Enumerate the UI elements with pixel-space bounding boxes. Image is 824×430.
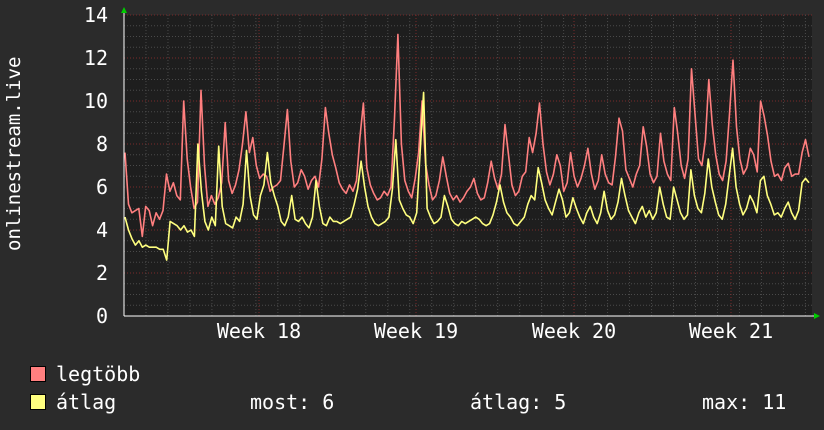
y-tick-label: 0	[96, 304, 108, 328]
chart-axes	[121, 7, 820, 319]
stat-average-label: átlag:	[470, 390, 543, 414]
stat-current: most: 6	[250, 390, 334, 414]
series-line-legtobb	[124, 33, 810, 238]
x-axis-arrow	[814, 313, 820, 319]
legend-item-legtobb: legtöbb	[30, 362, 140, 386]
y-tick-label: 4	[96, 218, 108, 242]
y-tick-label: 14	[84, 3, 108, 27]
x-tick-label: Week 19	[374, 319, 458, 343]
x-tick-label: Week 18	[217, 319, 301, 343]
legend-swatch-atlag	[30, 394, 46, 410]
y-axis-arrow	[121, 7, 127, 13]
stat-max: max: 11	[702, 390, 786, 414]
stat-current-label: most:	[250, 390, 311, 414]
y-tick-label: 6	[96, 175, 108, 199]
x-tick-label: Week 21	[689, 319, 773, 343]
stat-average: átlag: 5	[470, 390, 566, 414]
legend-label-legtobb: legtöbb	[56, 362, 141, 386]
stat-current-value: 6	[322, 390, 335, 414]
y-axis-label: onlinestream.live	[3, 56, 25, 251]
series-line-atlag	[124, 91, 810, 261]
stat-max-label: max:	[702, 390, 751, 414]
y-tick-label: 10	[84, 89, 108, 113]
legend-label-atlag: átlag	[56, 390, 117, 414]
stat-average-value: 5	[554, 390, 567, 414]
legend-item-atlag: átlag	[30, 390, 116, 414]
chart-series	[124, 33, 810, 261]
y-tick-label: 2	[96, 261, 108, 285]
y-axis-ticks: 0 2 4 6 8 10 12 14	[84, 3, 108, 328]
y-tick-label: 12	[84, 46, 108, 70]
x-axis-ticks: Week 18 Week 19 Week 20 Week 21	[217, 319, 773, 343]
legend-swatch-legtobb	[30, 366, 46, 382]
stat-max-value: 11	[762, 390, 787, 414]
y-tick-label: 8	[96, 132, 108, 156]
x-tick-label: Week 20	[532, 319, 616, 343]
